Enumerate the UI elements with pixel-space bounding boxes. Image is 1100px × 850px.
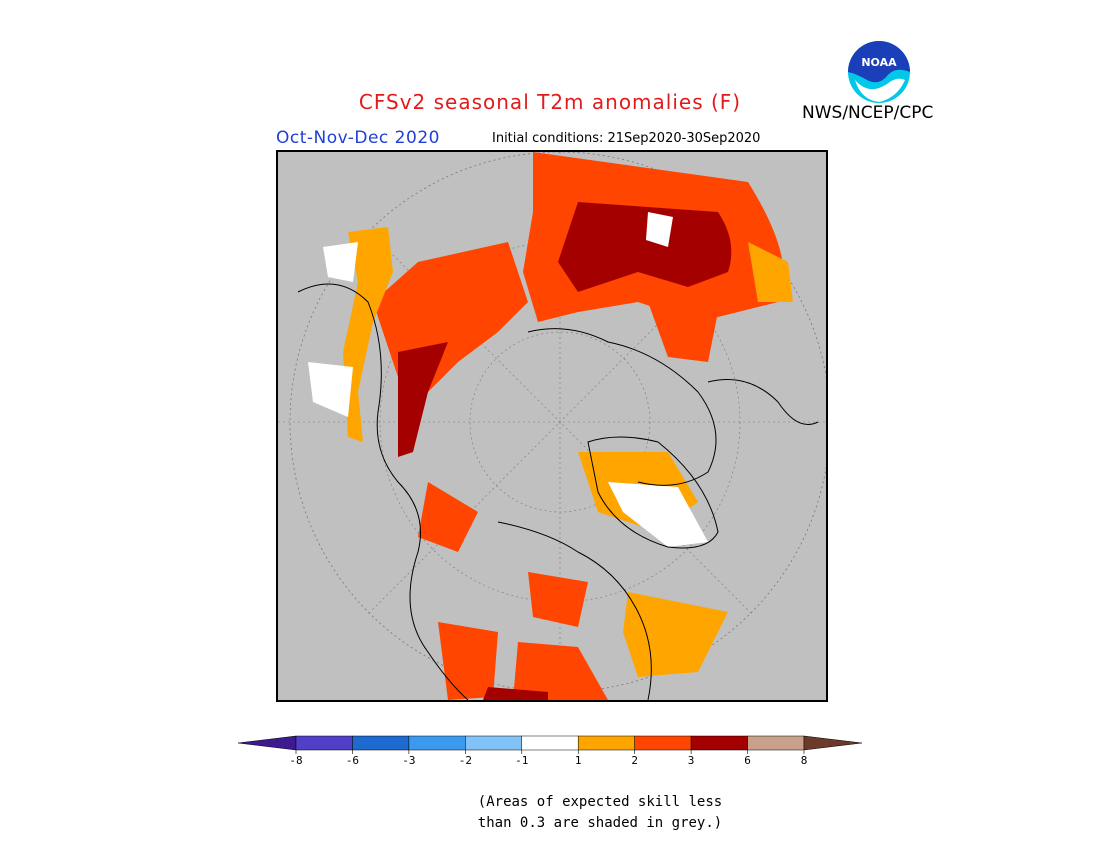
- colorbar-tick-label: 8: [801, 754, 808, 767]
- anomaly-region-dark-red: [483, 687, 548, 700]
- colorbar-tick-label: 3: [688, 754, 695, 767]
- anomaly-region-orange-red: [418, 482, 478, 552]
- colorbar-box: [295, 735, 353, 751]
- skill-footnote: (Areas of expected skill less than 0.3 a…: [470, 792, 730, 834]
- anomaly-region-white: [323, 242, 358, 282]
- anomaly-region-orange-red: [438, 622, 498, 700]
- anomaly-region-dark-red: [558, 202, 732, 292]
- colorbar-tick-label: 6: [744, 754, 751, 767]
- polar-map: [278, 152, 826, 700]
- colorbar-tick-label: -2: [459, 754, 472, 767]
- anomaly-region-white: [608, 482, 708, 547]
- anomaly-region-orange-red: [373, 242, 528, 392]
- colorbar-tick-label: 1: [575, 754, 582, 767]
- colorbar-box: [465, 735, 523, 751]
- svg-text:NOAA: NOAA: [861, 56, 897, 69]
- colorbar-tick-label: 2: [631, 754, 638, 767]
- coastline: [707, 379, 819, 425]
- colorbar-tick-label: -8: [289, 754, 302, 767]
- initial-conditions-label: Initial conditions: 21Sep2020-30Sep2020: [492, 131, 761, 146]
- anomaly-region-white: [308, 362, 353, 417]
- colorbar-box: [352, 735, 410, 751]
- colorbar-box: [408, 735, 466, 751]
- colorbar-tick-label: -6: [346, 754, 359, 767]
- anomaly-region-orange-red: [528, 572, 588, 627]
- footnote-line-1: (Areas of expected skill less: [477, 794, 723, 810]
- coastline: [587, 436, 719, 549]
- anomaly-region-orange: [748, 242, 793, 302]
- chart-title: CFSv2 seasonal T2m anomalies (F): [358, 90, 742, 114]
- anomaly-region-orange: [623, 592, 728, 677]
- colorbar-box: [747, 735, 805, 751]
- agency-label: NWS/NCEP/CPC: [802, 103, 934, 123]
- colorbar-box: [577, 735, 635, 751]
- season-label: Oct-Nov-Dec 2020: [276, 128, 440, 148]
- footnote-line-2: than 0.3 are shaded in grey.): [477, 815, 723, 831]
- colorbar-end-low: [238, 735, 297, 751]
- colorbar-end-high: [803, 735, 862, 751]
- anomaly-region-dark-red: [398, 342, 448, 457]
- anomaly-region-orange-red: [513, 642, 608, 700]
- colorbar-box: [690, 735, 748, 751]
- map-panel: [276, 150, 828, 702]
- coastline: [297, 283, 469, 700]
- anomaly-region-orange: [343, 227, 393, 442]
- anomaly-region-white: [646, 212, 673, 247]
- colorbar-box: [634, 735, 692, 751]
- noaa-logo: NOAA: [848, 41, 910, 103]
- anomaly-region-orange-red: [648, 302, 718, 362]
- colorbar-tick-label: -1: [515, 754, 528, 767]
- colorbar-box: [521, 735, 579, 751]
- colorbar-tick-label: -3: [402, 754, 415, 767]
- colorbar: -8 -6 -3 -2 -1 1 2 3 6 8: [238, 735, 862, 767]
- coastline: [497, 521, 652, 700]
